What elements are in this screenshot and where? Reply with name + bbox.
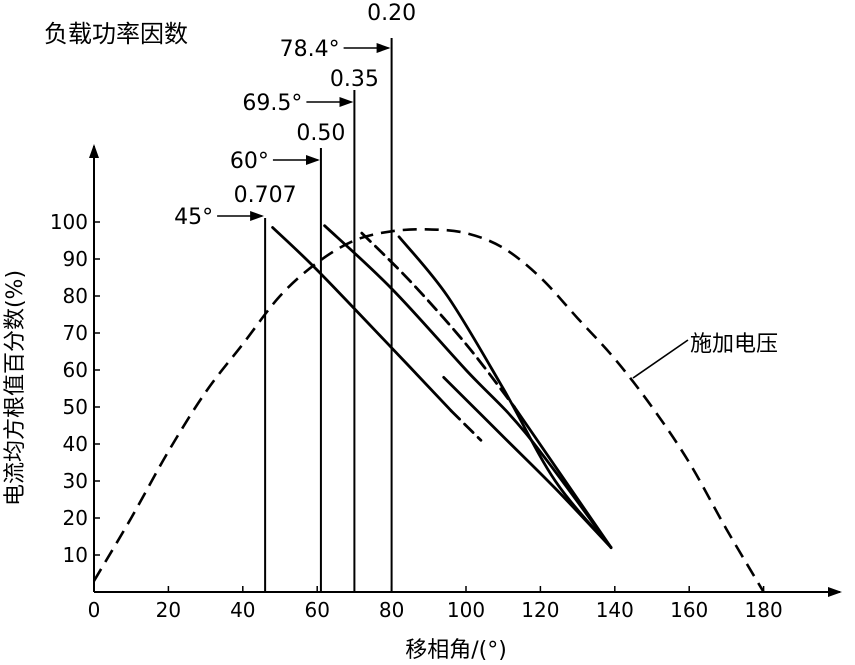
annotations: 45° 0.707 60° 0.50 69.5° 0.35 78.4° 0.20 [174,1,416,592]
x-tick-label: 20 [156,598,181,622]
x-tick-label: 120 [521,598,559,622]
firing-angle-label: 45° [174,205,213,230]
y-tick-label: 20 [63,506,88,530]
y-tick-label: 40 [63,432,88,456]
x-tick-label: 160 [670,598,708,622]
current-curve [360,231,516,409]
voltage-curve [92,228,765,593]
y-tick-label: 80 [63,284,88,308]
y-tick-label: 60 [63,358,88,382]
firing-angle-label: 69.5° [242,91,302,116]
x-tick-label: 140 [596,598,634,622]
x-tick-label: 180 [745,598,783,622]
voltage-curve-label: 施加电压 [690,332,778,357]
firing-angle-label: 78.4° [280,37,340,62]
current-curve [449,409,483,442]
y-tick-label: 30 [63,469,88,493]
power-factor-label: 0.707 [234,183,297,208]
y-tick-label: 90 [63,247,88,271]
current-curve [397,235,613,549]
x-tick-label: 100 [447,598,485,622]
axes: 0 20 40 60 80 100 120 140 160 180 10 20 30 40 50 60 70 80… [50,144,842,622]
curves [92,224,765,593]
x-tick-label: 80 [379,598,404,622]
current-curve [323,224,613,549]
power-factor-label: 0.50 [296,121,345,146]
x-axis-label: 移相角/(°) [405,638,507,663]
x-tick-label: 60 [304,598,329,622]
voltage-leader-line [632,339,689,379]
power-factor-label: 0.20 [367,1,416,26]
x-tick-label: 40 [230,598,255,622]
y-tick-label: 50 [63,395,88,419]
current-curve [271,226,453,413]
y-tick-label: 70 [63,321,88,345]
current-curve [513,405,613,549]
firing-angle-label: 60° [230,149,269,174]
y-tick-label: 10 [63,543,88,567]
chart-title: 负载功率因数 [44,20,188,48]
current-curve [442,376,613,549]
power-factor-label: 0.35 [330,67,379,92]
x-tick-label: 0 [88,598,101,622]
y-axis-label: 电流均方根值百分数(%) [3,270,28,506]
y-tick-label: 100 [50,210,88,234]
